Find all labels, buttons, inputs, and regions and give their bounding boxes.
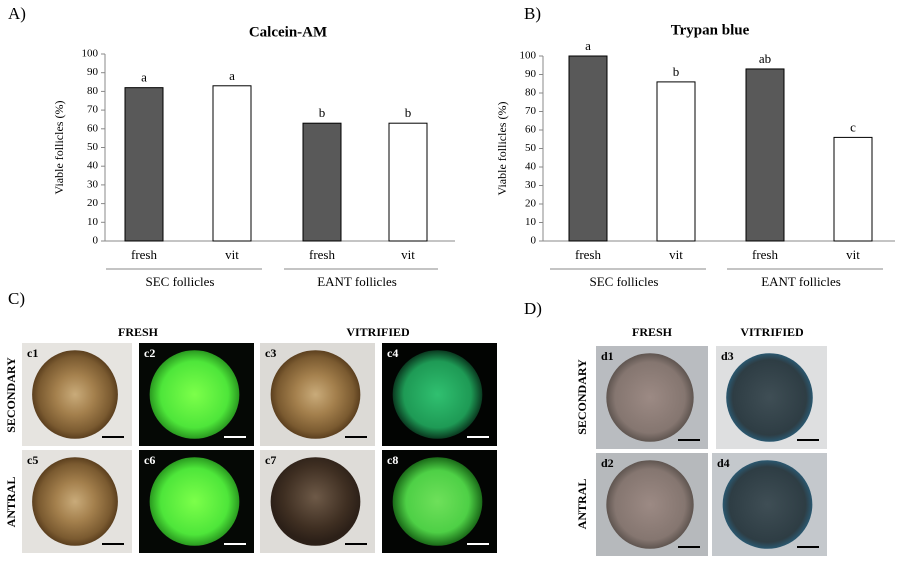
- image-label: c2: [144, 346, 155, 360]
- image-label: c5: [27, 453, 38, 467]
- y-tick-label: 50: [87, 141, 99, 153]
- group-label: SEC follicles: [590, 274, 659, 289]
- bar: [302, 122, 342, 242]
- follicle: [392, 350, 483, 439]
- panel-label: B): [524, 4, 541, 23]
- follicle: [606, 353, 694, 442]
- significance-letter: a: [229, 68, 235, 83]
- y-tick-label: 70: [87, 104, 99, 116]
- y-tick-label: 20: [525, 198, 537, 210]
- y-tick-label: 20: [87, 197, 99, 209]
- x-tick-label: fresh: [309, 247, 335, 262]
- image-label: c1: [27, 346, 38, 360]
- follicle: [726, 353, 813, 442]
- y-tick-label: 0: [531, 235, 537, 247]
- significance-letter: ab: [759, 51, 771, 66]
- y-tick-label: 80: [87, 85, 99, 97]
- column-heading: FRESH: [632, 325, 673, 339]
- panel-label: A): [8, 4, 26, 23]
- image-label: c6: [144, 453, 155, 467]
- y-tick-label: 0: [93, 235, 99, 247]
- bar: [388, 122, 428, 242]
- y-tick-label: 90: [87, 66, 99, 78]
- row-heading: ANTRAL: [575, 479, 589, 530]
- significance-letter: a: [141, 70, 147, 85]
- image-label: c3: [265, 346, 276, 360]
- bar: [124, 87, 164, 242]
- panel-label: D): [524, 299, 542, 318]
- follicle: [149, 350, 240, 439]
- image-label: d4: [717, 456, 730, 470]
- group-label: EANT follicles: [761, 274, 841, 289]
- follicle: [270, 350, 361, 439]
- significance-letter: c: [850, 119, 856, 134]
- x-tick-label: vit: [846, 247, 860, 262]
- row-heading: SECONDARY: [575, 359, 589, 435]
- image-label: c7: [265, 453, 276, 467]
- significance-letter: a: [585, 38, 591, 53]
- y-tick-label: 80: [525, 87, 537, 99]
- y-tick-label: 30: [525, 179, 537, 191]
- y-tick-label: 10: [525, 216, 537, 228]
- y-tick-label: 90: [525, 68, 537, 80]
- image-label: d3: [721, 349, 734, 363]
- image-label: d2: [601, 456, 614, 470]
- row-heading: SECONDARY: [4, 357, 18, 433]
- follicle: [270, 457, 361, 546]
- follicle: [149, 457, 240, 546]
- image-label: c4: [387, 346, 398, 360]
- image-label: c8: [387, 453, 398, 467]
- follicle: [392, 457, 483, 546]
- x-tick-label: vit: [669, 247, 683, 262]
- y-tick-label: 100: [520, 50, 537, 62]
- y-tick-label: 10: [87, 216, 99, 228]
- chart-title: Trypan blue: [671, 22, 750, 38]
- follicle: [32, 350, 118, 439]
- column-heading: VITRIFIED: [346, 325, 410, 339]
- x-tick-label: fresh: [752, 247, 778, 262]
- group-label: EANT follicles: [317, 274, 397, 289]
- significance-letter: b: [405, 105, 412, 120]
- bar: [833, 136, 873, 242]
- column-heading: VITRIFIED: [740, 325, 804, 339]
- row-heading: ANTRAL: [4, 477, 18, 528]
- y-tick-label: 70: [525, 105, 537, 117]
- significance-letter: b: [319, 105, 326, 120]
- follicle: [32, 457, 118, 546]
- y-tick-label: 100: [82, 48, 99, 60]
- x-tick-label: vit: [401, 247, 415, 262]
- bar: [745, 68, 785, 242]
- y-tick-label: 30: [87, 178, 99, 190]
- follicle: [722, 460, 813, 549]
- follicle: [606, 460, 694, 549]
- x-tick-label: fresh: [575, 247, 601, 262]
- column-heading: FRESH: [118, 325, 159, 339]
- chart-title: Calcein-AM: [249, 24, 327, 40]
- group-label: SEC follicles: [146, 274, 215, 289]
- bar: [568, 55, 608, 242]
- y-tick-label: 60: [87, 122, 99, 134]
- y-axis-label: Viable follicles (%): [52, 101, 66, 195]
- image-label: d1: [601, 349, 614, 363]
- y-tick-label: 50: [525, 142, 537, 154]
- y-tick-label: 40: [87, 160, 99, 172]
- x-tick-label: fresh: [131, 247, 157, 262]
- x-tick-label: vit: [225, 247, 239, 262]
- bar: [212, 85, 252, 242]
- y-axis-label: Viable follicles (%): [495, 102, 509, 196]
- y-tick-label: 60: [525, 124, 537, 136]
- y-tick-label: 40: [525, 161, 537, 173]
- bar: [656, 81, 696, 242]
- panel-label: C): [8, 289, 25, 308]
- significance-letter: b: [673, 64, 680, 79]
